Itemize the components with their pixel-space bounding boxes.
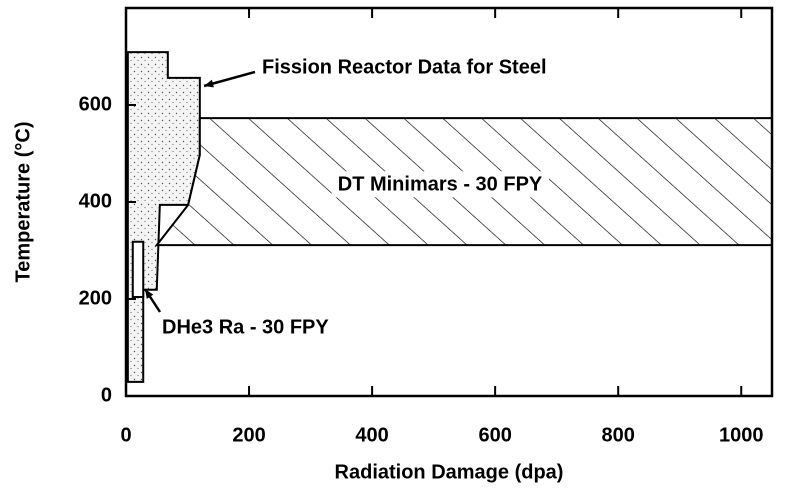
y-tick-label: 400 (79, 190, 112, 212)
y-tick-label: 600 (79, 93, 112, 115)
x-tick-label: 600 (478, 424, 511, 446)
x-axis-label: Radiation Damage (dpa) (335, 461, 564, 483)
arrow-head (145, 289, 154, 299)
x-tick-label: 200 (232, 424, 265, 446)
region (126, 51, 201, 383)
y-tick-label: 200 (79, 287, 112, 309)
region-label: DHe3 Ra - 30 FPY (162, 316, 329, 338)
arrow-head (204, 79, 214, 88)
x-tick-label: 0 (120, 424, 131, 446)
region (131, 240, 145, 299)
x-tick-label: 800 (602, 424, 635, 446)
region-label: Fission Reactor Data for Steel (262, 56, 547, 78)
x-tick-label: 400 (355, 424, 388, 446)
y-axis-label: Temperature (°C) (12, 122, 34, 283)
label-background (331, 171, 549, 198)
x-tick-label: 1000 (719, 424, 764, 446)
region-label: DT Minimars - 30 FPY (338, 173, 543, 195)
y-tick-label: 0 (101, 384, 112, 406)
